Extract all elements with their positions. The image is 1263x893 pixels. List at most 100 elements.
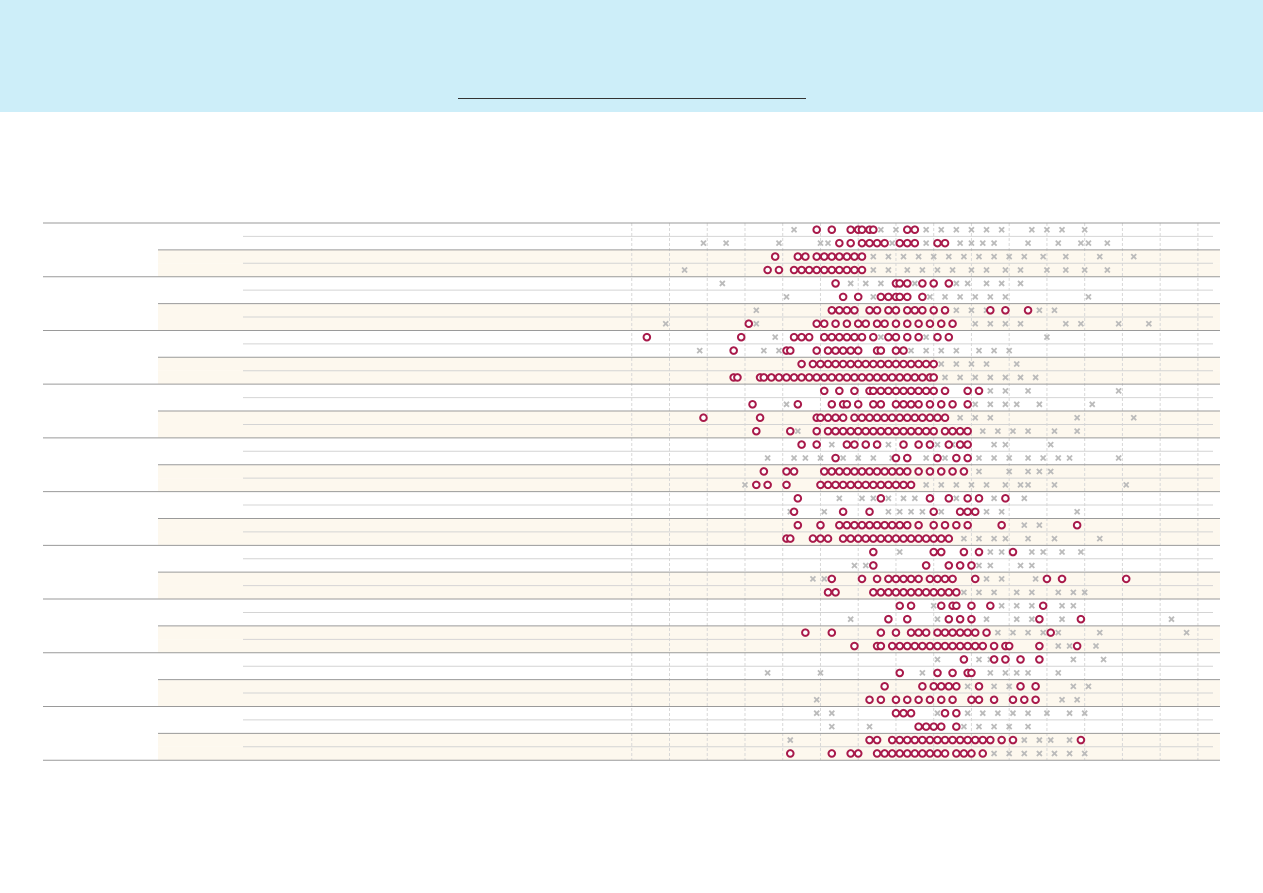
circle-point — [918, 749, 927, 758]
circle-point — [970, 628, 980, 637]
circle-point — [827, 332, 837, 342]
circle-point — [846, 749, 855, 758]
cross-point — [1051, 428, 1058, 435]
circle-point — [846, 480, 855, 490]
cross-point — [753, 307, 760, 314]
cross-point — [885, 508, 892, 515]
row-band — [158, 733, 1220, 747]
cross-point — [764, 669, 771, 677]
circle-point — [891, 359, 901, 369]
cross-point — [923, 226, 930, 233]
cross-point — [1089, 401, 1096, 408]
cross-point — [972, 401, 979, 408]
cross-point — [870, 293, 877, 301]
cross-point — [817, 669, 824, 677]
cross-point — [870, 454, 877, 462]
circle-point — [876, 346, 886, 355]
cross-point — [1024, 669, 1032, 677]
cross-point — [938, 508, 945, 515]
circle-point — [936, 319, 946, 329]
circle-point — [797, 265, 806, 275]
circle-point — [857, 252, 867, 261]
circle-point — [850, 373, 859, 382]
circle-point — [902, 695, 912, 705]
circle-point — [842, 305, 852, 315]
circle-point — [925, 467, 935, 476]
circle-point — [804, 373, 814, 382]
circle-point — [952, 453, 961, 463]
cross-point — [979, 428, 986, 435]
circle-point — [853, 534, 863, 543]
cross-point — [681, 266, 688, 274]
circle-point — [872, 305, 882, 315]
circle-point — [857, 225, 867, 235]
circle-point — [876, 628, 886, 637]
circle-point — [929, 305, 939, 315]
circle-point — [967, 749, 976, 758]
cross-point — [1006, 750, 1013, 757]
circle-point — [929, 547, 939, 557]
row-band — [158, 639, 1220, 653]
circle-point — [978, 735, 988, 745]
cross-point — [1024, 240, 1032, 247]
circle-point — [861, 480, 871, 490]
cross-point — [1183, 629, 1190, 636]
cross-point — [821, 575, 828, 583]
cross-point — [990, 253, 998, 260]
circle-point — [865, 507, 874, 517]
circle-point — [933, 413, 942, 423]
cross-point — [990, 750, 998, 757]
cross-point — [1047, 736, 1054, 744]
circle-point — [1016, 682, 1025, 691]
cross-point — [956, 374, 964, 381]
circle-point — [842, 265, 852, 275]
circle-point — [793, 520, 803, 530]
cross-point — [1055, 629, 1062, 636]
cross-point — [983, 508, 990, 515]
cross-point — [987, 387, 994, 395]
circle-point — [921, 561, 931, 570]
circle-point — [902, 332, 912, 342]
row-band — [158, 357, 1220, 371]
circle-point — [952, 601, 961, 611]
circle-point — [887, 413, 897, 423]
cross-point — [987, 374, 994, 381]
circle-point — [921, 628, 931, 637]
cross-point — [938, 481, 945, 489]
cross-point — [923, 240, 930, 247]
circle-point — [944, 561, 954, 570]
circle-point — [801, 628, 810, 637]
circle-point — [835, 238, 844, 248]
circle-point — [865, 413, 874, 423]
circle-point — [876, 534, 886, 543]
circle-point — [914, 588, 923, 597]
circle-point — [895, 668, 905, 678]
circle-point — [782, 480, 791, 490]
circle-point — [989, 695, 999, 705]
cross-point — [1058, 226, 1066, 233]
circle-point — [759, 467, 769, 476]
cross-point — [1062, 266, 1069, 274]
circle-point — [948, 319, 957, 329]
circle-point — [933, 628, 942, 637]
cross-point — [772, 334, 779, 341]
row-band — [158, 478, 1220, 492]
cross-point — [1002, 535, 1009, 542]
circle-point — [838, 480, 848, 490]
row-band — [158, 370, 1220, 385]
cross-point — [1073, 508, 1081, 515]
circle-point — [906, 359, 916, 369]
cross-point — [1024, 481, 1032, 489]
circle-point — [876, 494, 886, 503]
circle-point — [884, 534, 893, 543]
circle-point — [925, 641, 935, 651]
cross-point — [979, 710, 986, 717]
cross-point — [866, 723, 873, 730]
cross-point — [907, 347, 915, 354]
cross-point — [696, 347, 703, 354]
circle-point — [933, 453, 942, 463]
circle-point — [955, 440, 965, 449]
cross-point — [1070, 656, 1077, 663]
circle-point — [816, 359, 825, 369]
cross-point — [953, 360, 960, 368]
